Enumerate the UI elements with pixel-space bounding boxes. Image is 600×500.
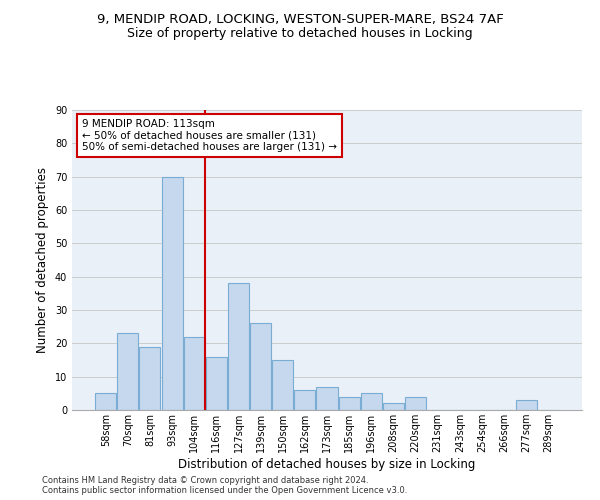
Bar (338, 396, 359, 410)
Bar (184, 336, 205, 410)
Bar (405, 396, 426, 410)
Bar (206, 356, 227, 410)
Bar (95, 394, 116, 410)
Bar (250, 324, 271, 410)
Bar (161, 176, 182, 410)
Text: 9 MENDIP ROAD: 113sqm
← 50% of detached houses are smaller (131)
50% of semi-det: 9 MENDIP ROAD: 113sqm ← 50% of detached … (82, 119, 337, 152)
Text: Contains HM Land Registry data © Crown copyright and database right 2024.: Contains HM Land Registry data © Crown c… (42, 476, 368, 485)
Bar (118, 334, 139, 410)
Bar (515, 400, 536, 410)
Bar (361, 394, 382, 410)
Bar (383, 404, 404, 410)
Bar (228, 284, 249, 410)
Text: Contains public sector information licensed under the Open Government Licence v3: Contains public sector information licen… (42, 486, 407, 495)
Y-axis label: Number of detached properties: Number of detached properties (36, 167, 49, 353)
Bar (316, 386, 338, 410)
Bar (139, 346, 160, 410)
Bar (295, 390, 316, 410)
Text: 9, MENDIP ROAD, LOCKING, WESTON-SUPER-MARE, BS24 7AF: 9, MENDIP ROAD, LOCKING, WESTON-SUPER-MA… (97, 12, 503, 26)
Bar (272, 360, 293, 410)
Text: Size of property relative to detached houses in Locking: Size of property relative to detached ho… (127, 28, 473, 40)
X-axis label: Distribution of detached houses by size in Locking: Distribution of detached houses by size … (178, 458, 476, 471)
